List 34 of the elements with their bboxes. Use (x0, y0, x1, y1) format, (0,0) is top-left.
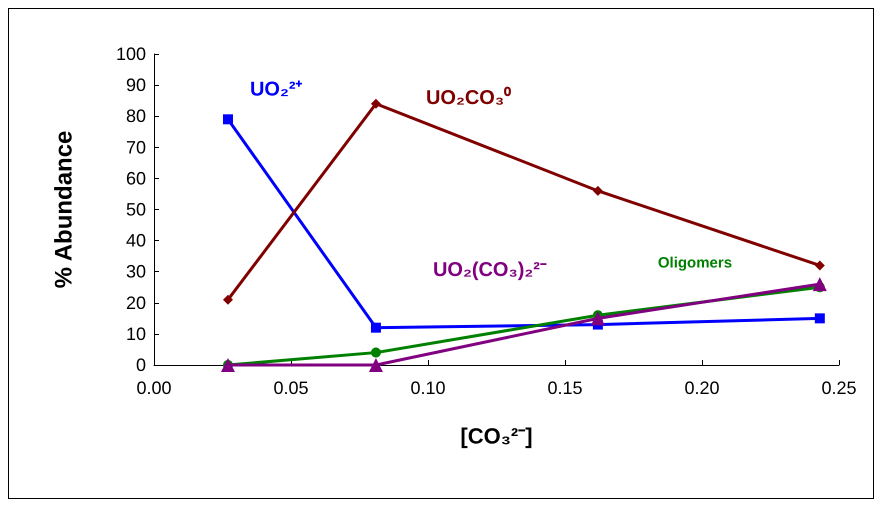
point (222, 294, 233, 305)
x-tick-label: 0.15 (547, 378, 583, 398)
point (590, 311, 605, 326)
y-tick-label: 50 (126, 200, 146, 220)
x-tick-label: 0.20 (684, 378, 720, 398)
y-tick-label: 40 (126, 230, 146, 251)
point (370, 348, 381, 358)
y-axis-title: % Abundance (50, 130, 78, 288)
y-tick-label: 100 (116, 44, 146, 64)
x-tick-label: 0.00 (136, 378, 172, 398)
x-tick-label: 0.10 (410, 378, 446, 398)
series-label: UO₂²⁺ (250, 78, 303, 100)
y-tick-label: 90 (126, 75, 146, 96)
x-tick-label: 0.25 (821, 378, 857, 398)
y-tick-label: 70 (126, 137, 146, 158)
y-tick-label: 10 (126, 324, 146, 344)
x-axis-title: [CO₃²⁻] (460, 424, 533, 448)
text: UO₂(CO₃)₂²⁻ (432, 259, 547, 281)
x-tick-label: 0.05 (273, 378, 309, 398)
point (592, 186, 603, 196)
y-tick-label: 80 (126, 106, 146, 126)
point (222, 114, 233, 124)
point (370, 98, 381, 109)
point (368, 358, 383, 372)
y-tick-label: 30 (126, 262, 146, 282)
point (814, 260, 825, 270)
series-label: Oligomers (658, 254, 732, 272)
y-tick-label: 60 (126, 168, 146, 188)
point (370, 322, 381, 333)
series-label: UO₂CO₃⁰ (426, 86, 512, 109)
point (814, 313, 825, 324)
point (812, 277, 827, 292)
y-tick-label: 0 (136, 355, 146, 375)
y-tick-label: 20 (126, 292, 146, 313)
